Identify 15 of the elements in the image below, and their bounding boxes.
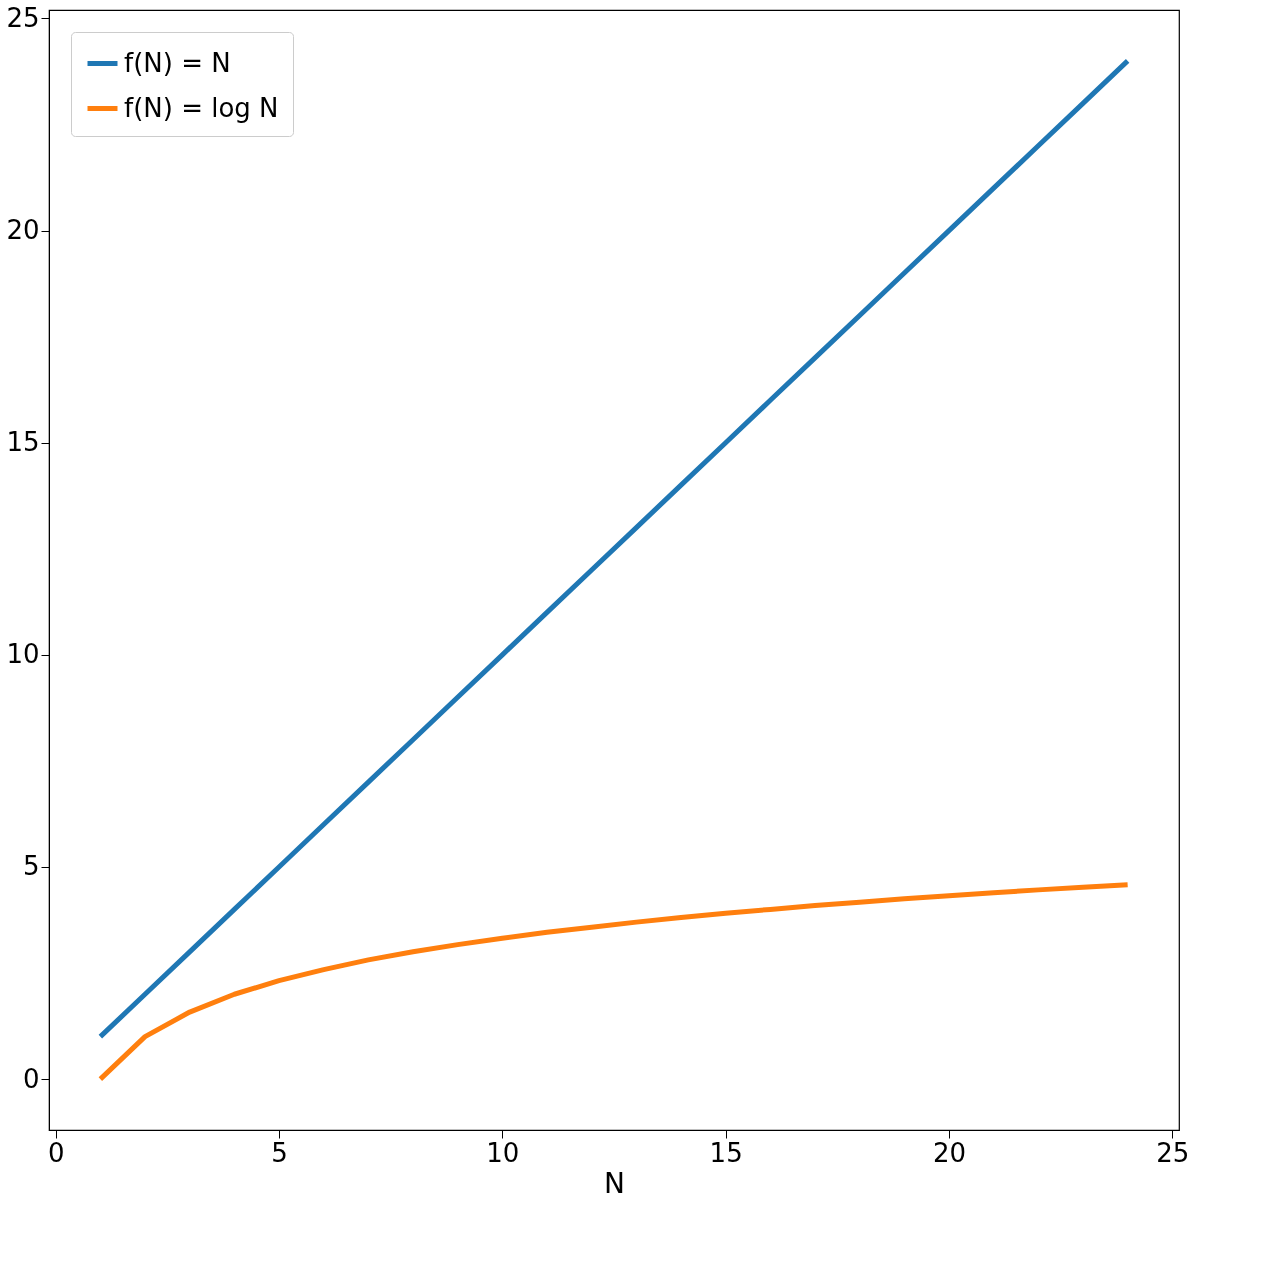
x-tick-label: 20 [932, 1137, 967, 1168]
y-tick-label: 10 [6, 639, 40, 670]
y-tick-label: 15 [6, 427, 40, 458]
y-tick-label: 5 [22, 851, 40, 882]
y-tick-label: 25 [6, 2, 40, 33]
x-tick-label: 15 [709, 1137, 743, 1168]
x-tick-label: 0 [47, 1137, 65, 1168]
x-tick-label: 25 [1156, 1137, 1190, 1168]
y-tick-label: 20 [6, 215, 40, 246]
legend-label: f(N) = N [124, 47, 231, 78]
y-tick-label: 0 [22, 1063, 40, 1094]
x-tick-label: 5 [271, 1137, 288, 1168]
x-tick-label: 10 [486, 1137, 520, 1168]
x-axis-title: N [604, 1166, 625, 1200]
legend-label: f(N) = log N [124, 92, 279, 123]
